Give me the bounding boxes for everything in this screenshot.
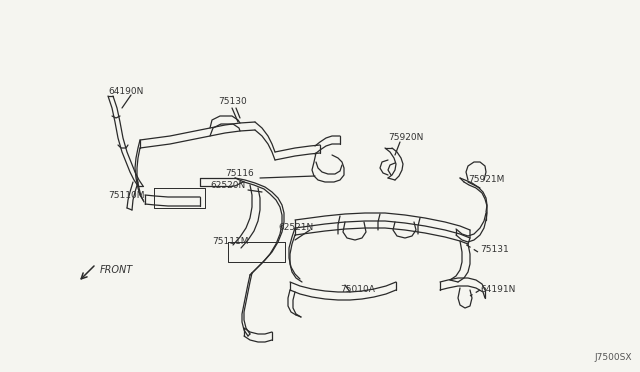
Text: 62520N: 62520N	[210, 182, 245, 190]
Text: 75010A: 75010A	[340, 285, 375, 295]
Text: 75131: 75131	[480, 246, 509, 254]
Text: 64191N: 64191N	[480, 285, 515, 295]
Text: J7500SX: J7500SX	[595, 353, 632, 362]
Text: 64190N: 64190N	[108, 87, 143, 96]
Text: 75130: 75130	[218, 97, 247, 106]
Text: 75116: 75116	[225, 170, 253, 179]
Text: 75920N: 75920N	[388, 134, 424, 142]
Text: 75110M: 75110M	[108, 190, 145, 199]
Text: 62521N: 62521N	[278, 224, 313, 232]
Text: FRONT: FRONT	[100, 265, 133, 275]
Text: 75111M: 75111M	[212, 237, 248, 247]
Text: 75921M: 75921M	[468, 176, 504, 185]
